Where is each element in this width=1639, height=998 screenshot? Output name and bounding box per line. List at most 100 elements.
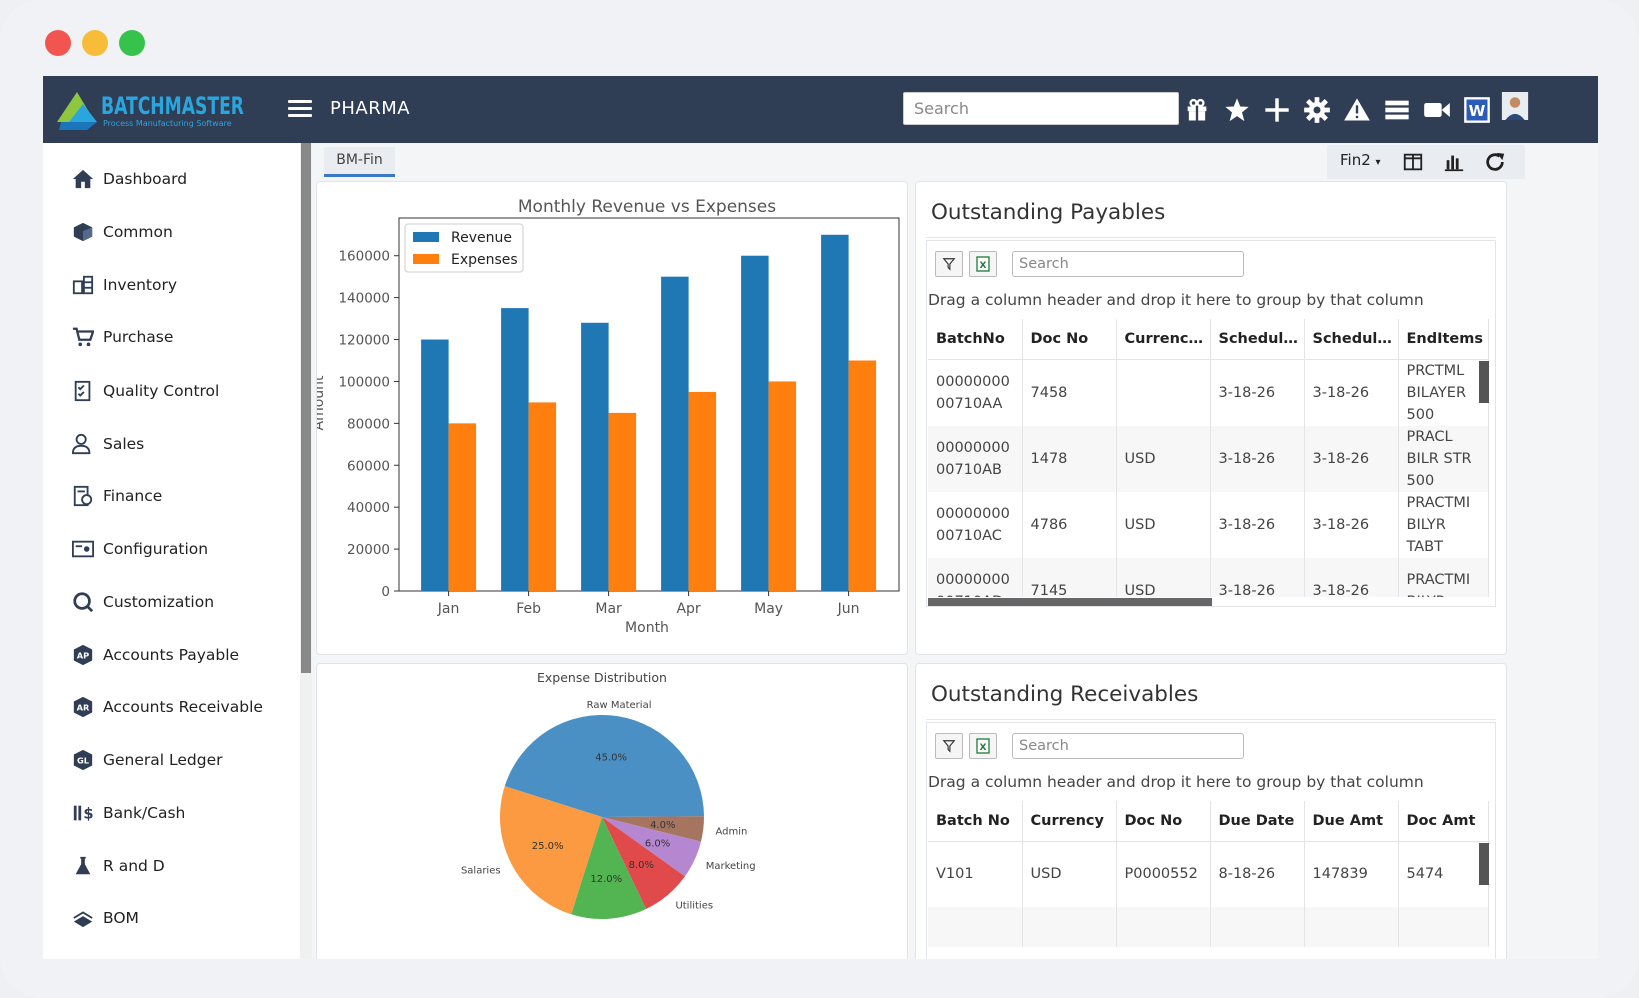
pie-category-label: Utilities [675, 901, 713, 912]
sidebar-item-dashboard[interactable]: Dashboard [71, 159, 187, 199]
warning-icon[interactable] [1343, 96, 1371, 124]
bar-revenue-may[interactable] [741, 255, 769, 591]
excel-export-icon[interactable]: X [969, 733, 997, 759]
sidebar-scrollbar[interactable] [300, 143, 312, 959]
sidebar-item-finance[interactable]: Finance [71, 476, 162, 516]
excel-export-icon[interactable]: X [969, 251, 997, 277]
fin2-label: Fin2 [1340, 151, 1371, 169]
payables-search-input[interactable] [1012, 251, 1244, 277]
refresh-icon[interactable] [1484, 151, 1506, 173]
gift-icon[interactable] [1183, 96, 1211, 124]
table-row[interactable]: V101 USD P0000552 8-18-26 147839 5474 [928, 841, 1489, 907]
pie-slice-1[interactable] [602, 816, 704, 842]
payables-horizontal-scrollbar[interactable] [928, 598, 1212, 606]
x-tick-label: Mar [595, 601, 622, 617]
pie-pct-label: 25.0% [532, 841, 564, 852]
sidebar-scroll-thumb[interactable] [301, 143, 311, 673]
pie-slice-2[interactable] [602, 817, 701, 877]
star-icon[interactable] [1223, 96, 1251, 124]
pie-slice-0[interactable] [504, 715, 704, 817]
table-row[interactable]: 00000000 00710AA 7458 3-18-26 3-18-26 PRC… [928, 359, 1489, 426]
sidebar-item-accounts-payable[interactable]: AP Accounts Payable [71, 635, 239, 675]
svg-text:AP: AP [77, 651, 89, 661]
logo-text: BATCHMASTER [101, 92, 244, 120]
bar-expenses-may[interactable] [768, 381, 797, 591]
minimize-window-dot[interactable] [82, 30, 108, 56]
sidebar-item-accounts-receivable[interactable]: AR Accounts Receivable [71, 687, 263, 727]
word-icon[interactable]: W [1463, 96, 1491, 124]
bar-chart-icon[interactable] [1443, 151, 1465, 173]
main-content: BM-Fin Fin2 ▾ Monthly Revenue vs Expense… [311, 143, 1598, 959]
col-header-doc-amt[interactable]: Doc Amt [1398, 801, 1489, 842]
columns-layout-icon[interactable] [1402, 151, 1424, 173]
col-header-schedule-1[interactable]: Schedule... [1210, 319, 1305, 360]
sidebar-item-configuration[interactable]: Configuration [71, 529, 208, 569]
payables-grid: X Drag a column header and drop it here … [926, 240, 1496, 607]
bar-revenue-apr[interactable] [661, 276, 689, 591]
col-header-batch-no[interactable]: Batch No [928, 801, 1023, 842]
server-icon[interactable] [1383, 96, 1411, 124]
user-sales-icon [71, 432, 95, 456]
bar-revenue-feb[interactable] [501, 308, 529, 591]
sidebar-item-purchase[interactable]: Purchase [71, 317, 173, 357]
table-row[interactable] [928, 907, 1489, 947]
sidebar-item-bank-cash[interactable]: $ Bank/Cash [71, 793, 185, 833]
bar-expenses-apr[interactable] [688, 391, 717, 591]
col-header-currency[interactable]: Currency... [1116, 319, 1211, 360]
payables-vertical-scrollbar[interactable] [1479, 361, 1489, 403]
col-header-due-amt[interactable]: Due Amt [1304, 801, 1399, 842]
hamburger-menu-icon[interactable] [288, 96, 312, 120]
receivables-search-input[interactable] [1012, 733, 1244, 759]
bar-expenses-feb[interactable] [528, 402, 557, 591]
pie-chart-title: Expense Distribution [537, 670, 667, 685]
video-icon[interactable] [1423, 96, 1451, 124]
user-avatar[interactable] [1501, 92, 1531, 124]
gear-icon[interactable] [1303, 96, 1331, 124]
table-row[interactable]: 00000000 00710AB 1478 USD 3-18-26 3-18-26… [928, 425, 1489, 492]
receivables-group-panel[interactable]: Drag a column header and drop it here to… [928, 773, 1424, 791]
col-header-schedule-2[interactable]: Schedule... [1304, 319, 1399, 360]
col-header-enditems[interactable]: EndItems [1398, 319, 1489, 360]
filter-icon[interactable] [935, 251, 963, 277]
filter-icon[interactable] [935, 733, 963, 759]
tab-bm-fin[interactable]: BM-Fin [324, 147, 395, 177]
sidebar-item-quality-control[interactable]: Quality Control [71, 371, 219, 411]
revenue-expenses-bar-chart: Monthly Revenue vs Expenses Month Amount… [311, 197, 900, 636]
cart-icon [71, 325, 95, 349]
receivables-title: Outstanding Receivables [931, 682, 1199, 707]
payables-group-panel[interactable]: Drag a column header and drop it here to… [928, 291, 1424, 309]
bar-revenue-jun[interactable] [821, 234, 849, 591]
close-window-dot[interactable] [45, 30, 71, 56]
pie-slice-3[interactable] [602, 817, 685, 909]
col-header-doc-no[interactable]: Doc No [1116, 801, 1211, 842]
lightbulb-icon[interactable] [1143, 96, 1171, 124]
sidebar-item-inventory[interactable]: Inventory [71, 265, 177, 305]
col-header-currency[interactable]: Currency [1022, 801, 1117, 842]
sidebar-item-common[interactable]: Common [71, 212, 173, 252]
bar-expenses-jan[interactable] [448, 423, 477, 591]
bar-revenue-jan[interactable] [421, 339, 449, 591]
sidebar-item-customization[interactable]: Customization [71, 582, 214, 622]
bar-expenses-mar[interactable] [608, 412, 637, 591]
plus-icon[interactable] [1263, 96, 1291, 124]
pie-pct-label: 4.0% [650, 820, 675, 831]
sidebar-item-sales[interactable]: Sales [71, 424, 144, 464]
col-header-batchno[interactable]: BatchNo [928, 319, 1023, 360]
maximize-window-dot[interactable] [119, 30, 145, 56]
col-header-due-date[interactable]: Due Date [1210, 801, 1305, 842]
bar-revenue-mar[interactable] [581, 322, 609, 591]
col-header-doc-no[interactable]: Doc No [1022, 319, 1117, 360]
pie-slice-5[interactable] [499, 786, 602, 915]
bar-expenses-jun[interactable] [848, 360, 877, 591]
sidebar-item-general-ledger[interactable]: GL General Ledger [71, 740, 223, 780]
fin2-dropdown[interactable]: Fin2 ▾ [1340, 151, 1381, 169]
pie-slice-4[interactable] [571, 817, 647, 919]
sidebar-item-bom[interactable]: BOM [71, 898, 139, 938]
batchmaster-logo[interactable]: BATCHMASTER Process Manufacturing Softwa… [57, 84, 247, 136]
receivables-vertical-scrollbar[interactable] [1479, 843, 1489, 885]
global-search-input[interactable] [903, 92, 1179, 125]
sidebar-item-r-and-d[interactable]: R and D [71, 846, 165, 886]
table-row[interactable]: 00000000 00710AC 4786 USD 3-18-26 3-18-26… [928, 491, 1489, 558]
bar-chart-ylabel: Amount [317, 375, 327, 431]
sidebar-nav: Dashboard Common Inventory Purchase Qual… [43, 143, 308, 959]
